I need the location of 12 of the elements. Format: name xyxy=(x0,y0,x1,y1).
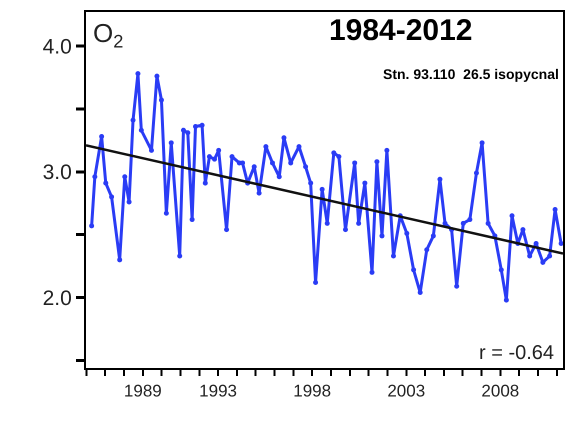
x-tick-label: 1998 xyxy=(293,381,332,400)
annotation: O$_{2}$ xyxy=(93,18,124,52)
x-tick-label: 1993 xyxy=(199,381,238,400)
x-tick-label: 2008 xyxy=(481,381,520,400)
x-tick-label: 1989 xyxy=(124,381,162,400)
chart-title: 1984-2012 xyxy=(329,14,472,47)
y-tick-label: 4.0 xyxy=(42,35,72,58)
text: Stn. 93.110 26.5 isopycnal xyxy=(383,66,559,82)
y-tick-label: 2.0 xyxy=(42,286,72,310)
annotation: r = -0.64 xyxy=(479,342,554,364)
x-tick-label: 2003 xyxy=(387,381,426,400)
y-tick-label: 3.0 xyxy=(42,161,72,184)
